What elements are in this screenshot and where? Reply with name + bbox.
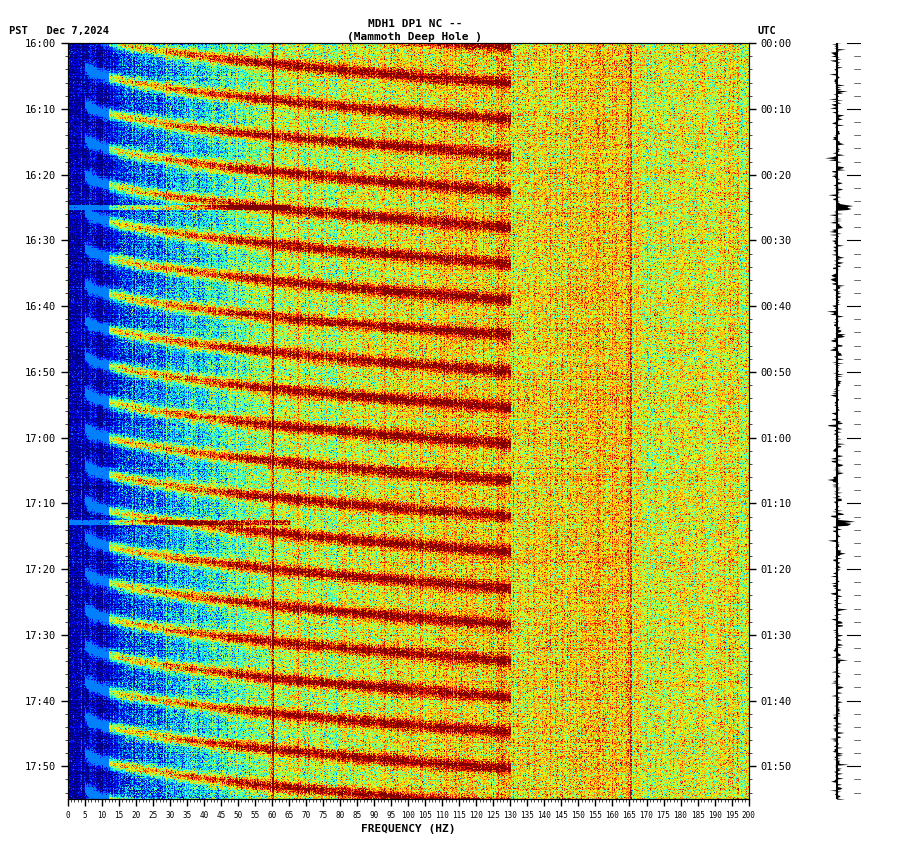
Text: (Mammoth Deep Hole ): (Mammoth Deep Hole )	[347, 32, 483, 42]
Text: PST   Dec 7,2024: PST Dec 7,2024	[9, 26, 109, 36]
X-axis label: FREQUENCY (HZ): FREQUENCY (HZ)	[361, 824, 456, 834]
Text: UTC: UTC	[758, 26, 777, 36]
Text: MDH1 DP1 NC --: MDH1 DP1 NC --	[368, 19, 462, 29]
